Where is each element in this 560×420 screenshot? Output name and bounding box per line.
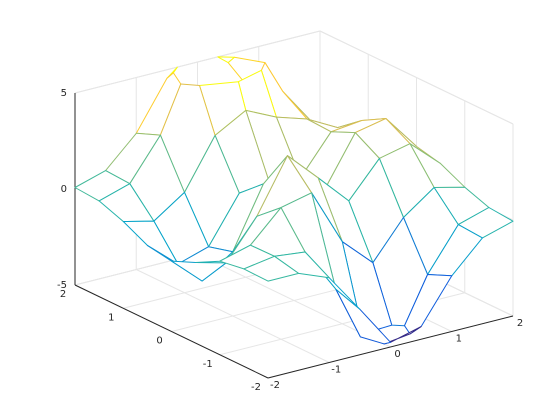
y-tick-label: 1 xyxy=(108,312,114,323)
grid-line xyxy=(74,30,321,94)
y-tick-label: -1 xyxy=(203,359,213,370)
x-tick-label: 0 xyxy=(394,349,400,360)
grid-line xyxy=(319,30,514,125)
x-tick-label: 2 xyxy=(517,318,523,329)
x-axis xyxy=(267,315,514,379)
z-tick-label: -5 xyxy=(57,280,67,291)
mesh-cell xyxy=(243,255,300,282)
y-axis xyxy=(74,284,269,379)
x-tick-label: -2 xyxy=(270,380,280,391)
y-tick-label: 0 xyxy=(156,336,162,347)
z-tick-label: 5 xyxy=(61,88,67,99)
x-tick-label: -1 xyxy=(331,365,341,376)
mesh-cell xyxy=(171,260,227,282)
x-tick-label: 1 xyxy=(456,334,462,345)
y-tick-label: 2 xyxy=(60,289,66,300)
y-tick-label: -2 xyxy=(251,382,261,393)
z-tick-label: 0 xyxy=(61,184,67,195)
mesh-cell xyxy=(217,56,235,64)
